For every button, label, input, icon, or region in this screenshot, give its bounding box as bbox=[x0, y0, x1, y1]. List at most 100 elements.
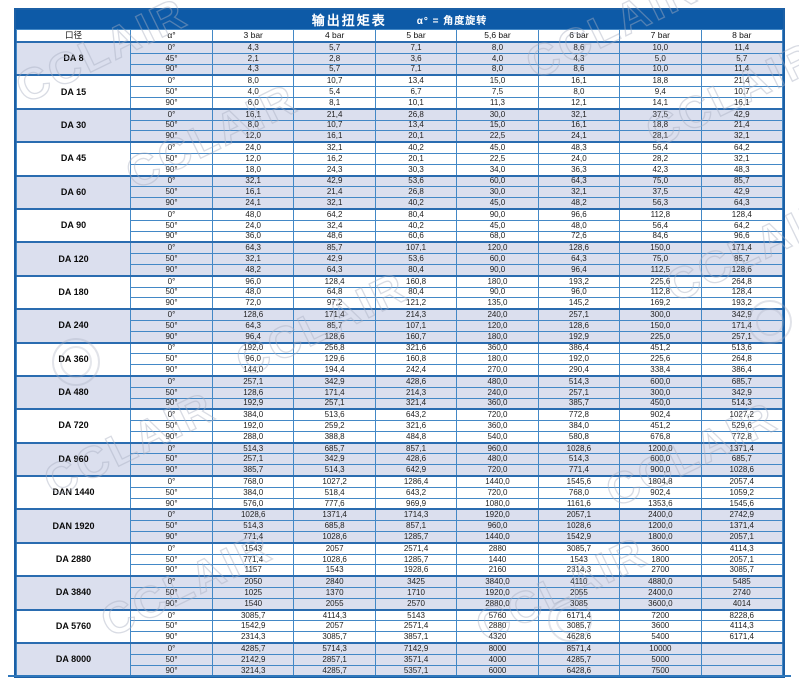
torque-value-cell: 24,0 bbox=[537, 152, 621, 165]
torque-value-cell: 1543 bbox=[211, 541, 295, 555]
torque-value-cell: 600,0 bbox=[619, 453, 702, 466]
torque-value-cell: 386,4 bbox=[700, 364, 784, 377]
torque-value-cell: 160,8 bbox=[374, 274, 458, 288]
torque-value-cell: 8571,4 bbox=[537, 642, 621, 655]
torque-value-cell: 4628,6 bbox=[537, 631, 621, 644]
torque-value-cell: 518,4 bbox=[293, 486, 376, 499]
torque-value-cell: 480,0 bbox=[456, 453, 539, 466]
torque-value-cell: 40,2 bbox=[374, 141, 458, 154]
torque-value-cell: 771,4 bbox=[537, 464, 621, 477]
angle-cell: 0° bbox=[130, 408, 213, 422]
torque-value-cell: 90,0 bbox=[456, 263, 539, 277]
angle-cell: 90° bbox=[130, 130, 213, 143]
torque-value-cell: 171,4 bbox=[293, 308, 376, 321]
torque-value-cell: 42,9 bbox=[293, 253, 376, 265]
angle-cell: 50° bbox=[130, 186, 213, 199]
torque-value-cell: 513,6 bbox=[700, 341, 784, 355]
torque-value-cell: 3085,7 bbox=[700, 564, 784, 577]
torque-value-cell: 4320 bbox=[456, 631, 539, 644]
torque-value-cell: 270,0 bbox=[456, 364, 539, 377]
angle-legend: α° = 角度旋转 bbox=[416, 16, 488, 27]
torque-value-cell: 16,1 bbox=[537, 119, 621, 132]
torque-value-cell: 22,5 bbox=[456, 152, 539, 165]
torque-value-cell: 225,6 bbox=[619, 274, 702, 288]
torque-value-cell: 5,7 bbox=[293, 63, 376, 76]
size-label: DA 120 bbox=[16, 241, 131, 277]
column-header: 4 bar bbox=[293, 29, 376, 43]
torque-value-cell: 85,7 bbox=[293, 319, 376, 332]
torque-value-cell: 4114,3 bbox=[293, 608, 376, 622]
angle-cell: 50° bbox=[130, 152, 213, 165]
torque-value-cell: 169,2 bbox=[619, 297, 702, 310]
angle-cell: 50° bbox=[130, 520, 213, 533]
torque-table: 输出扭矩表 α° = 角度旋转 口径 α° 3 bar 4 bar 5 bar 5,6 b… bbox=[14, 8, 785, 679]
torque-value-cell: 32,1 bbox=[211, 174, 295, 188]
torque-value-cell: 48,3 bbox=[537, 141, 621, 154]
torque-value-cell: 72,0 bbox=[211, 297, 295, 310]
angle-cell: 50° bbox=[130, 620, 213, 633]
angle-cell: 0° bbox=[130, 274, 213, 288]
torque-value-cell: 342,9 bbox=[293, 453, 376, 466]
size-label: DAN 1920 bbox=[16, 508, 131, 544]
torque-value-cell: 8,0 bbox=[211, 119, 295, 132]
torque-value-cell: 192,9 bbox=[211, 397, 295, 410]
torque-value-cell: 1545,6 bbox=[700, 497, 784, 510]
torque-value-cell: 1059,2 bbox=[700, 486, 784, 499]
torque-value-cell: 514,3 bbox=[537, 453, 621, 466]
torque-value-cell: 2571,4 bbox=[374, 541, 458, 555]
torque-value-cell: 128,6 bbox=[211, 308, 295, 321]
angle-cell: 0° bbox=[130, 441, 213, 455]
angle-cell: 50° bbox=[130, 587, 213, 599]
torque-value-cell: 4,3 bbox=[211, 63, 295, 76]
torque-value-cell: 15,0 bbox=[456, 74, 539, 88]
torque-value-cell: 21,4 bbox=[700, 74, 784, 88]
torque-value-cell: 2,1 bbox=[211, 52, 295, 65]
torque-value-cell: 10,7 bbox=[293, 74, 376, 88]
torque-value-cell: 386,4 bbox=[537, 341, 621, 355]
torque-value-cell: 180,0 bbox=[456, 274, 539, 288]
torque-value-cell: 12,0 bbox=[211, 152, 295, 165]
torque-value-cell: 2057,4 bbox=[700, 475, 784, 488]
torque-value-cell: 20,1 bbox=[374, 152, 458, 165]
torque-value-cell: 8,0 bbox=[211, 74, 295, 88]
column-header: 8 bar bbox=[700, 29, 784, 43]
angle-cell: 0° bbox=[130, 608, 213, 622]
angle-cell: 90° bbox=[130, 263, 213, 277]
size-label: DA 30 bbox=[16, 107, 131, 143]
torque-value-cell: 4,3 bbox=[537, 52, 621, 65]
torque-value-cell: 480,0 bbox=[456, 374, 539, 388]
angle-cell: 0° bbox=[130, 575, 213, 589]
torque-value-cell: 1027,2 bbox=[700, 408, 784, 422]
torque-value-cell: 540,0 bbox=[456, 430, 539, 444]
torque-value-cell: 342,9 bbox=[293, 374, 376, 388]
torque-value-cell: 32,1 bbox=[700, 152, 784, 165]
angle-cell: 0° bbox=[130, 40, 213, 54]
torque-value-cell: 16,1 bbox=[211, 107, 295, 121]
torque-value-cell: 1542,9 bbox=[537, 531, 621, 544]
torque-value-cell: 64,2 bbox=[700, 141, 784, 154]
torque-value-cell: 48,6 bbox=[293, 230, 376, 243]
torque-value-cell: 5143 bbox=[374, 608, 458, 622]
torque-value-cell: 32,4 bbox=[293, 219, 376, 232]
torque-value-cell: 11,4 bbox=[700, 63, 784, 76]
torque-value-cell: 2700 bbox=[619, 564, 702, 577]
torque-value-cell: 2160 bbox=[456, 564, 539, 577]
column-header: 5 bar bbox=[374, 29, 458, 43]
torque-value-cell: 16,1 bbox=[537, 74, 621, 88]
torque-value-cell: 388,8 bbox=[293, 430, 376, 444]
torque-value-cell: 112,8 bbox=[619, 207, 702, 221]
torque-value-cell: 8,1 bbox=[293, 96, 376, 110]
torque-value-cell: 8,0 bbox=[456, 63, 539, 76]
torque-value-cell: 85,7 bbox=[700, 253, 784, 265]
torque-value-cell: 3600,0 bbox=[619, 597, 702, 611]
torque-value-cell: 36,3 bbox=[537, 163, 621, 177]
torque-value-cell: 16,1 bbox=[293, 130, 376, 143]
angle-cell: 0° bbox=[130, 541, 213, 555]
torque-value-cell: 128,6 bbox=[211, 386, 295, 399]
torque-value-cell: 60,6 bbox=[374, 230, 458, 243]
angle-cell: 90° bbox=[130, 63, 213, 76]
torque-value-cell: 214,3 bbox=[374, 308, 458, 321]
torque-value-cell: 32,1 bbox=[293, 197, 376, 210]
torque-value-cell: 28,2 bbox=[619, 152, 702, 165]
torque-value-cell: 6171,4 bbox=[700, 631, 784, 644]
